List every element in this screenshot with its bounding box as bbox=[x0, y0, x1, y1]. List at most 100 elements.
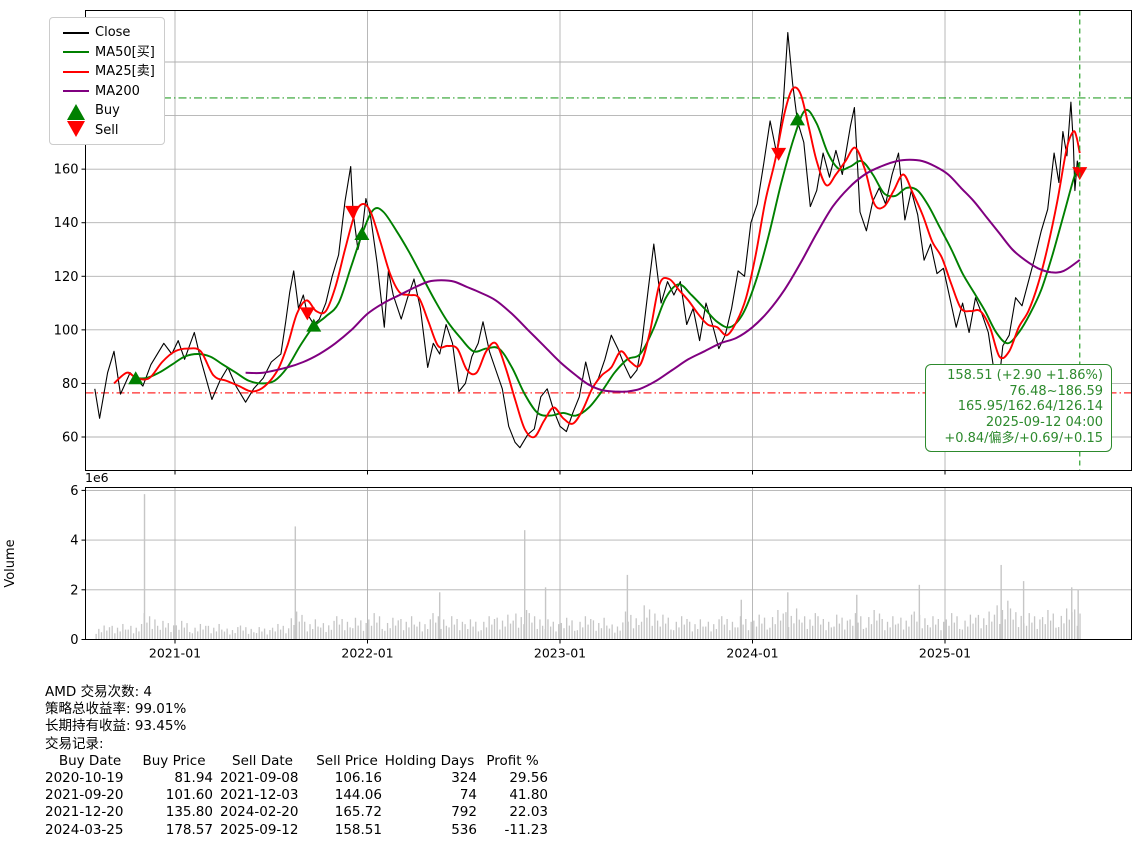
volume-bar bbox=[630, 614, 632, 640]
volume-bar bbox=[988, 611, 990, 640]
volume-bar bbox=[582, 627, 584, 640]
volume-bar bbox=[173, 625, 175, 640]
volume-bar bbox=[378, 616, 381, 640]
volume-bar bbox=[357, 625, 359, 640]
legend-line-swatch bbox=[57, 90, 95, 93]
trade-row: 2020-10-19 81.94 2021-09-08 106.16 324 29.56 bbox=[45, 770, 548, 787]
volume-bar bbox=[774, 624, 776, 640]
volume-bar bbox=[1015, 612, 1017, 640]
volume-bar bbox=[1039, 619, 1041, 640]
legend-label: Buy bbox=[95, 103, 120, 119]
volume-bar bbox=[828, 621, 830, 640]
volume-bar bbox=[1025, 625, 1028, 640]
volume-bar bbox=[830, 627, 833, 640]
volume-bar bbox=[611, 624, 613, 640]
volume-bar bbox=[614, 632, 616, 640]
volume-bar bbox=[953, 622, 956, 640]
volume-bar bbox=[552, 621, 554, 640]
volume-bar bbox=[814, 613, 816, 640]
volume-bar bbox=[469, 619, 472, 640]
volume-bar bbox=[697, 629, 699, 640]
volume-bar bbox=[477, 631, 480, 640]
volume-bar bbox=[263, 628, 266, 640]
trade-col-header: Holding Days bbox=[384, 752, 475, 769]
trade-cell: 22.03 bbox=[509, 804, 548, 821]
volume-bar bbox=[531, 622, 533, 640]
trade-table: Buy Date Buy Price Sell Date Sell Price Hold… bbox=[45, 753, 548, 839]
volume-bar bbox=[475, 621, 477, 640]
volume-bar bbox=[443, 619, 445, 640]
volume-bar bbox=[266, 634, 268, 640]
volume-bar bbox=[349, 627, 351, 640]
trade-col-header: Sell Date bbox=[232, 752, 293, 769]
volume-bar bbox=[277, 623, 279, 640]
volume-bar bbox=[664, 623, 667, 640]
volume-bar bbox=[739, 616, 742, 640]
volume-spike-bar bbox=[438, 592, 441, 640]
volume-bar bbox=[314, 619, 317, 640]
volume-bar bbox=[362, 630, 365, 640]
volume-bar bbox=[977, 614, 980, 640]
volume-bar bbox=[940, 630, 942, 640]
volume-bar bbox=[515, 613, 517, 640]
volume-bar bbox=[662, 614, 664, 640]
volume-bar bbox=[782, 613, 784, 640]
volume-bar bbox=[747, 630, 750, 640]
volume-bar bbox=[945, 619, 947, 640]
x-tick-label: 2023-01 bbox=[534, 646, 586, 661]
volume-bar bbox=[1031, 622, 1033, 640]
volume-bar bbox=[975, 617, 977, 640]
volume-bar bbox=[991, 621, 993, 640]
volume-bar bbox=[881, 618, 883, 640]
volume-bar bbox=[683, 624, 685, 640]
trade-col-header: Buy Date bbox=[58, 752, 122, 769]
volume-bar bbox=[215, 631, 218, 640]
volume-bar bbox=[279, 629, 282, 640]
volume-bar bbox=[785, 612, 787, 640]
volume-bar bbox=[453, 624, 456, 640]
x-tick-label: 2024-01 bbox=[726, 646, 778, 661]
volume-bar bbox=[127, 629, 129, 640]
trade-cell: 165.72 bbox=[334, 804, 382, 821]
legend-item-buy: Buy bbox=[57, 101, 156, 121]
volume-ytick-label: 2 bbox=[70, 583, 78, 598]
price-ytick-label: 80 bbox=[62, 377, 79, 392]
volume-bar bbox=[1068, 619, 1070, 640]
trade-col-header: Profit % bbox=[486, 752, 539, 769]
volume-bar bbox=[114, 633, 116, 640]
volume-bar bbox=[103, 625, 105, 640]
volume-bar bbox=[333, 620, 335, 640]
annotation-line: 165.95/162.64/126.14 bbox=[957, 399, 1103, 415]
volume-bar bbox=[467, 629, 469, 640]
volume-bar bbox=[969, 614, 972, 640]
volume-bar bbox=[287, 628, 290, 640]
volume-bar bbox=[370, 625, 373, 640]
volume-bar bbox=[181, 620, 183, 640]
volume-bar bbox=[715, 629, 718, 640]
volume-bar bbox=[258, 627, 260, 640]
volume-bar bbox=[261, 631, 263, 640]
volume-bar bbox=[178, 629, 180, 640]
volume-bar bbox=[549, 626, 552, 640]
volume-ytick-label: 6 bbox=[70, 484, 78, 499]
volume-bar bbox=[755, 626, 758, 640]
volume-bar bbox=[750, 621, 752, 640]
sell-marker bbox=[299, 307, 315, 321]
ma25-line bbox=[113, 86, 1081, 439]
volume-bar bbox=[820, 624, 822, 640]
volume-bar bbox=[1028, 613, 1030, 640]
volume-bar bbox=[285, 633, 287, 640]
price-ytick-label: 160 bbox=[54, 163, 79, 178]
legend-item-sell: Sell bbox=[57, 120, 156, 141]
volume-bar bbox=[985, 624, 988, 640]
volume-bar bbox=[670, 629, 672, 640]
volume-bar bbox=[493, 618, 496, 640]
volume-bar bbox=[1036, 628, 1038, 640]
volume-bar bbox=[1063, 623, 1065, 640]
volume-bar bbox=[873, 609, 875, 640]
volume-bar bbox=[1076, 625, 1078, 640]
volume-bar bbox=[870, 624, 873, 640]
volume-bar bbox=[437, 616, 440, 640]
trade-table-header: Buy Date Buy Price Sell Date Sell Price Hold… bbox=[45, 753, 548, 770]
